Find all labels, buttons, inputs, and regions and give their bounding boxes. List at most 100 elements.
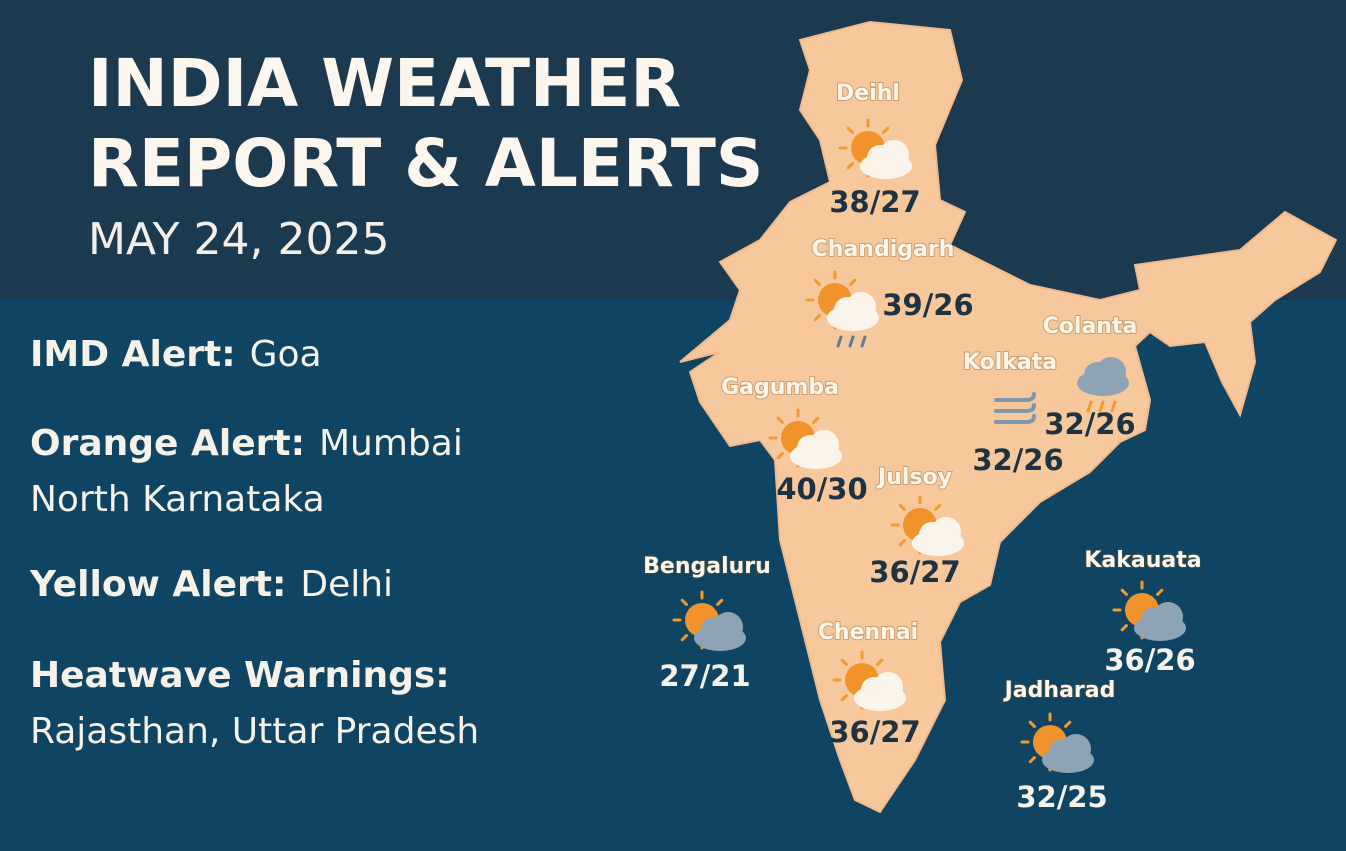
alert-label: Yellow Alert: [29, 564, 286, 605]
alert: Orange Alert: Mumbai North Karnataka [30, 423, 463, 520]
header-band [0, 0, 1346, 300]
sun-ray [876, 658, 884, 666]
title-line: INDIA WEATHER [88, 45, 681, 122]
sun-ray [813, 278, 821, 286]
city-name: Julsoy [876, 465, 952, 490]
city-forecast: Julsoy 36/27 [869, 464, 964, 589]
city-name: Chennai [818, 620, 918, 645]
sun-ray [1064, 720, 1072, 728]
sun-ray [934, 503, 942, 511]
sun-ray [716, 598, 724, 606]
sun-ray [840, 658, 848, 666]
city-name: Colanta [1043, 314, 1138, 339]
sun-ray [1120, 588, 1128, 596]
rain-drop [1110, 400, 1117, 413]
city-temperature: 36/26 [1104, 643, 1195, 677]
rain-drop [836, 335, 843, 348]
city-name: Gagumba [721, 375, 839, 400]
rain-drop [848, 335, 855, 348]
weather-icon [1112, 580, 1186, 641]
wind-line [994, 414, 1036, 424]
alert: IMD Alert: Goa [30, 334, 322, 375]
city-temperature: 36/27 [869, 555, 960, 589]
sun-ray [882, 126, 890, 134]
city-forecasts: Deihl38/27Chandigarh39/26Colanta32/26Kol… [642, 80, 1202, 814]
weather-icon [805, 270, 879, 348]
sun-ray [1028, 720, 1036, 728]
city-temperature: 27/21 [659, 659, 750, 693]
weather-icon [832, 650, 906, 711]
cloud [873, 672, 903, 702]
cloud [879, 140, 909, 170]
weather-icon [838, 118, 912, 179]
cloud [1153, 602, 1183, 632]
sun-ray [898, 503, 906, 511]
sun-ray [776, 452, 784, 460]
city-forecast: Chandigarh 39/26 [805, 236, 974, 348]
weather-icon [768, 408, 842, 469]
sun-ray [1120, 624, 1128, 632]
cloud [809, 430, 839, 460]
city-forecast: Colanta 32/26 [1042, 313, 1139, 441]
city-name: Kolkata [963, 350, 1057, 375]
city-temperature: 39/26 [882, 288, 973, 322]
city-temperature: 32/26 [972, 443, 1063, 477]
alert-label: IMD Alert: [30, 334, 236, 375]
sun-ray [813, 314, 821, 322]
city-forecast: Deihl 38/27 [829, 80, 920, 219]
city-temperature: 32/25 [1016, 780, 1107, 814]
report-date: MAY 24, 2025 [88, 214, 389, 265]
alerts-list: IMD Alert: Goa Orange Alert: Mumbai North Ka… [29, 334, 479, 752]
cloud [1061, 734, 1091, 764]
city-name: Bengaluru [643, 554, 771, 579]
weather-icon [1077, 357, 1129, 413]
weather-icon [672, 590, 746, 651]
city-forecast: Kolkata 32/26 [962, 349, 1064, 477]
cloud [846, 292, 876, 322]
sun-ray [1028, 756, 1036, 764]
alert-value: Mumbai [319, 423, 463, 464]
alert-value: Goa [250, 334, 322, 375]
weather-icon [1020, 712, 1094, 773]
city-temperature: 38/27 [829, 185, 920, 219]
city-forecast: Chennai 36/27 [817, 619, 921, 749]
alert: Heatwave Warnings: Rajasthan, Uttar Prade… [30, 655, 479, 752]
city-name: Jadharad [1003, 678, 1116, 703]
rain-drop [1086, 400, 1093, 413]
weather-icon [890, 495, 964, 556]
city-temperature: 40/30 [776, 472, 867, 506]
cloud [713, 612, 743, 642]
sun-ray [849, 278, 857, 286]
sun-ray [776, 416, 784, 424]
cloud [931, 517, 961, 547]
wind-line [994, 403, 1036, 413]
rain-drop [860, 335, 867, 348]
alert-value: North Karnataka [30, 479, 325, 520]
city-forecast: Kakauata 36/26 [1083, 547, 1202, 677]
rain-drop [1098, 400, 1105, 413]
city-forecast: Jadharad 32/25 [1002, 677, 1117, 814]
city-name: Chandigarh [812, 237, 955, 262]
city-temperature: 32/26 [1044, 407, 1135, 441]
alert-label: Heatwave Warnings: [30, 655, 450, 696]
sun-ray [846, 162, 854, 170]
sun-ray [898, 539, 906, 547]
sun-ray [846, 126, 854, 134]
alert-value: Rajasthan, Uttar Pradesh [30, 711, 479, 752]
india-map [679, 20, 1338, 814]
title-line: REPORT & ALERTS [88, 125, 763, 202]
wind-line [994, 392, 1036, 402]
alert-value: Delhi [300, 564, 393, 605]
sun-ray [680, 634, 688, 642]
sun-ray [680, 598, 688, 606]
cloud [1096, 357, 1126, 387]
city-forecast: Gagumba 40/30 [720, 374, 868, 506]
city-name: Kakauata [1084, 548, 1201, 573]
alert-label: Orange Alert: [30, 423, 305, 464]
city-forecast: Bengaluru 27/21 [642, 553, 772, 693]
alert: Yellow Alert: Delhi [29, 564, 393, 605]
city-temperature: 36/27 [829, 715, 920, 749]
weather-icon [994, 392, 1036, 424]
sun-ray [812, 416, 820, 424]
